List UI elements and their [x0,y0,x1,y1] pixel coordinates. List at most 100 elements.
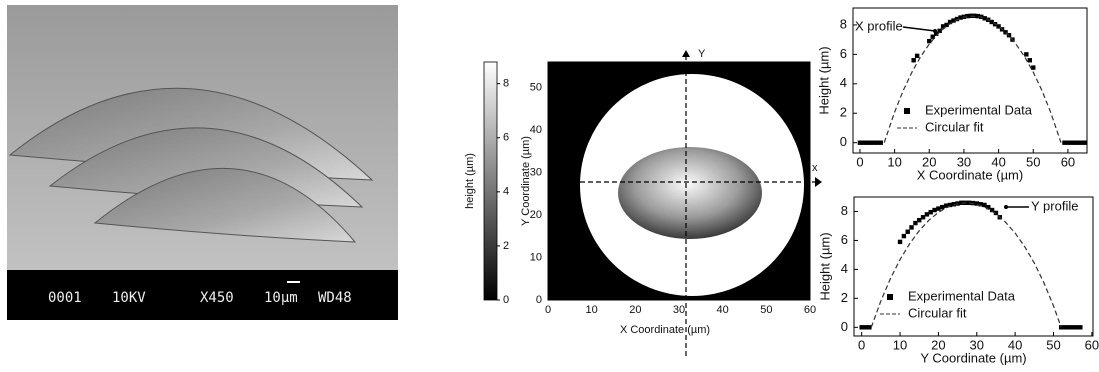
x-tick-label: 50 [760,304,772,316]
data-point [1003,30,1008,35]
data-point [936,206,941,211]
data-point [944,22,949,28]
x-tick-label: 40 [1008,337,1022,352]
data-point [947,19,953,25]
axis-marker: Y [698,48,706,60]
data-point [911,58,916,63]
x-tick-label: 50 [1026,154,1040,169]
annotation-head [1004,205,1008,209]
data-point [905,229,910,234]
data-point [901,233,907,239]
data-point [958,15,963,20]
data-point [909,225,914,230]
x-tick-label: 60 [804,304,816,316]
data-point [982,16,987,21]
colorbar-tick-label: 6 [503,132,509,144]
data-point [943,203,949,208]
data-point [1027,58,1032,63]
data-point [989,19,994,25]
data-point [1083,140,1088,145]
data-point [917,217,922,223]
x-tick-label: 10 [586,304,598,316]
data-point [989,207,995,213]
data-point [897,239,903,245]
x-tick-label: 20 [922,154,936,169]
data-point [975,13,980,19]
y-tick-label: 50 [530,81,542,93]
y-tick-label: 4 [840,75,847,90]
data-point [1062,140,1067,145]
data-point [861,140,866,145]
y-tick-label: 2 [840,105,847,120]
plot-frame [853,196,1094,337]
y-tick-label: 8 [840,16,847,31]
data-point [928,210,933,215]
data-point [932,207,937,213]
y-tick-label: 0 [536,294,542,306]
y-tick-label: 30 [530,166,542,178]
x-tick-label: 40 [991,154,1005,169]
x-axis-label: Y Coordinate (µm) [920,350,1026,365]
data-point [982,202,987,208]
colorbar-tick-label: 4 [503,186,509,198]
data-point [947,202,953,208]
data-point [1074,325,1079,330]
data-point [965,13,970,19]
data-point [934,31,939,36]
data-point [1078,325,1083,330]
x-tick-label: 10 [887,154,901,169]
data-point [878,140,883,145]
annotation: X profile [855,18,903,33]
data-point [974,201,979,206]
y-axis-label: Height (µm) [816,46,831,114]
fit-line [883,15,1062,143]
sem-label: WD48 [318,290,352,306]
x-tick-label: 0 [856,154,863,169]
axis-marker: x [812,162,818,174]
data-point [1076,140,1081,145]
x-axis-label: X Coordinate (µm) [917,167,1023,182]
data-point [920,215,926,220]
data-point [1024,52,1029,57]
data-point [913,220,918,226]
y-tick-label: 0 [840,134,847,149]
x-axis-label: X Coordinate (µm) [620,324,710,336]
y-tick-label: 6 [841,232,848,247]
data-point [863,325,868,330]
legend-label: Circular fit [925,119,984,134]
data-point [924,212,930,217]
annotation-head [933,29,937,33]
legend-label: Experimental Data [908,288,1016,303]
y-tick-label: 20 [530,209,542,221]
data-point [1065,140,1071,145]
x-tick-label: 30 [957,154,971,169]
data-point [993,210,999,216]
data-point [966,200,972,205]
data-point [875,140,880,145]
x-tick-label: 20 [931,337,945,352]
colorbar-tick-label: 2 [503,240,509,252]
data-point [1066,325,1072,330]
x-tick-label: 0 [545,304,551,316]
legend-label: Experimental Data [925,102,1033,117]
data-point [857,140,863,145]
data-point [986,204,991,210]
y-tick-label: 0 [841,319,848,334]
data-point [871,140,876,145]
x-tick-label: 60 [1061,154,1075,169]
x-tick-label: 30 [673,304,685,316]
sem-label: 10KV [112,290,146,306]
data-point [864,140,870,145]
data-point [937,28,942,34]
colorbar-label: height (µm) [464,153,476,209]
data-point [1070,325,1075,330]
legend-marker [904,108,910,114]
data-point [951,202,956,207]
sem-label: 10µm [264,290,298,306]
plot-frame [547,61,811,301]
sem-label: X450 [200,290,234,306]
data-point [859,325,864,330]
data-point [951,18,956,23]
